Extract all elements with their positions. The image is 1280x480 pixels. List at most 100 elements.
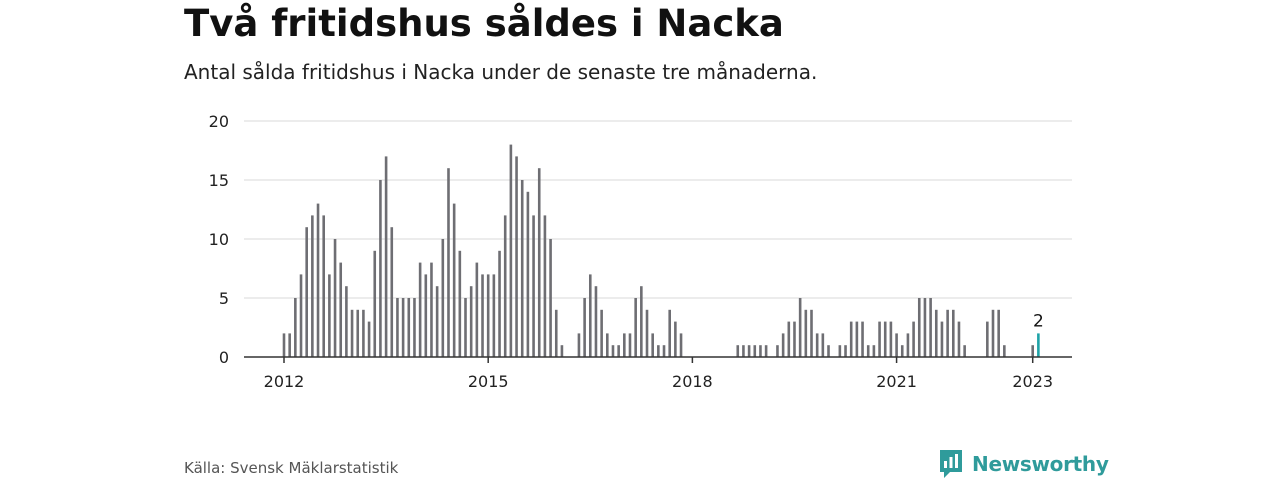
bar: [815, 333, 819, 357]
bar: [674, 321, 677, 357]
chart-subtitle: Antal sålda fritidshus i Nacka under de …: [184, 60, 818, 84]
x-tick-label: 2015: [468, 372, 509, 391]
bar: [1003, 345, 1006, 357]
bar: [311, 215, 314, 357]
bar: [583, 298, 586, 357]
bar: [526, 191, 530, 357]
bar: [963, 345, 966, 357]
brand-name: Newsworthy: [972, 452, 1109, 476]
bar: [322, 215, 325, 357]
bar: [912, 321, 915, 357]
bar: [957, 321, 961, 357]
source-note: Källa: Svensk Mäklarstatistik: [184, 459, 399, 477]
bar: [838, 345, 842, 357]
bar: [588, 274, 592, 357]
bar: [367, 321, 371, 357]
bar: [804, 309, 808, 357]
bar: [917, 298, 921, 357]
axes: 0 5 10 15 20 2012 2015 2018 2021 2023 2: [209, 112, 1072, 391]
bar: [929, 298, 932, 357]
bar: [362, 309, 365, 357]
bar: [923, 298, 927, 357]
bar: [906, 333, 910, 357]
bar: [651, 333, 654, 357]
bar: [294, 298, 297, 357]
bar: [997, 309, 1000, 357]
bar: [452, 203, 456, 357]
bar: [384, 156, 388, 357]
bar: [390, 227, 394, 357]
bar: [282, 333, 286, 357]
bar: [469, 286, 473, 357]
bar: [798, 298, 802, 357]
bar: [810, 309, 813, 357]
bar: [781, 333, 785, 357]
bar: [345, 286, 348, 357]
bar: [407, 298, 411, 357]
bar: [356, 309, 360, 357]
bar: [742, 345, 745, 357]
bar: [759, 345, 762, 357]
bar: [537, 168, 541, 357]
bar: [458, 250, 462, 357]
bar: [594, 286, 598, 357]
bar: [600, 309, 603, 357]
bar: [498, 250, 501, 357]
y-tick-label: 5: [219, 289, 229, 308]
bar: [475, 262, 479, 357]
x-tick-label: 2012: [264, 372, 305, 391]
bar: [640, 286, 643, 357]
bar: [946, 309, 949, 357]
bar: [991, 309, 995, 357]
bar: [889, 321, 893, 357]
bar: [424, 274, 428, 357]
bar: [628, 333, 632, 357]
brand-logo[interactable]: Newsworthy: [938, 448, 1109, 480]
bar: [787, 321, 791, 357]
bar: [486, 274, 490, 357]
x-tick-label: 2021: [876, 372, 917, 391]
bar: [1031, 345, 1034, 357]
chart-title: Två fritidshus såldes i Nacka: [184, 2, 784, 45]
y-tick-label: 0: [219, 348, 229, 367]
bar: [764, 345, 768, 357]
y-tick-label: 20: [209, 112, 229, 131]
bar: [532, 215, 535, 357]
bar: [549, 239, 552, 357]
bar: [679, 333, 683, 357]
bar: [883, 321, 887, 357]
bar: [554, 309, 558, 357]
bar: [577, 333, 581, 357]
bar-chart-speech-bubble-icon: [940, 450, 962, 478]
x-tick-label: 2023: [1012, 372, 1053, 391]
bar: [350, 309, 354, 357]
bar: [606, 333, 609, 357]
bar: [844, 345, 847, 357]
bar: [611, 345, 615, 357]
bar: [861, 321, 864, 357]
bar: [645, 309, 649, 357]
bar: [952, 309, 955, 357]
bar: [934, 309, 938, 357]
bar: [441, 239, 445, 357]
bars: [282, 144, 1040, 357]
bar: [866, 345, 870, 357]
bar: [413, 298, 416, 357]
bar: [418, 262, 422, 357]
bar: [464, 298, 467, 357]
bar: [379, 180, 382, 357]
bar-chart: 0 5 10 15 20 2012 2015 2018 2021 2023 2: [209, 112, 1072, 391]
bar: [401, 298, 405, 357]
bar: [430, 262, 433, 357]
bar: [986, 321, 989, 357]
bar: [634, 298, 637, 357]
data-label: 2: [1033, 311, 1044, 331]
bar: [662, 345, 666, 357]
bar: [305, 227, 308, 357]
bar: [492, 274, 496, 357]
bar: [617, 345, 620, 357]
bar: [900, 345, 904, 357]
bar: [753, 345, 757, 357]
bar: [855, 321, 859, 357]
bar: [560, 345, 564, 357]
